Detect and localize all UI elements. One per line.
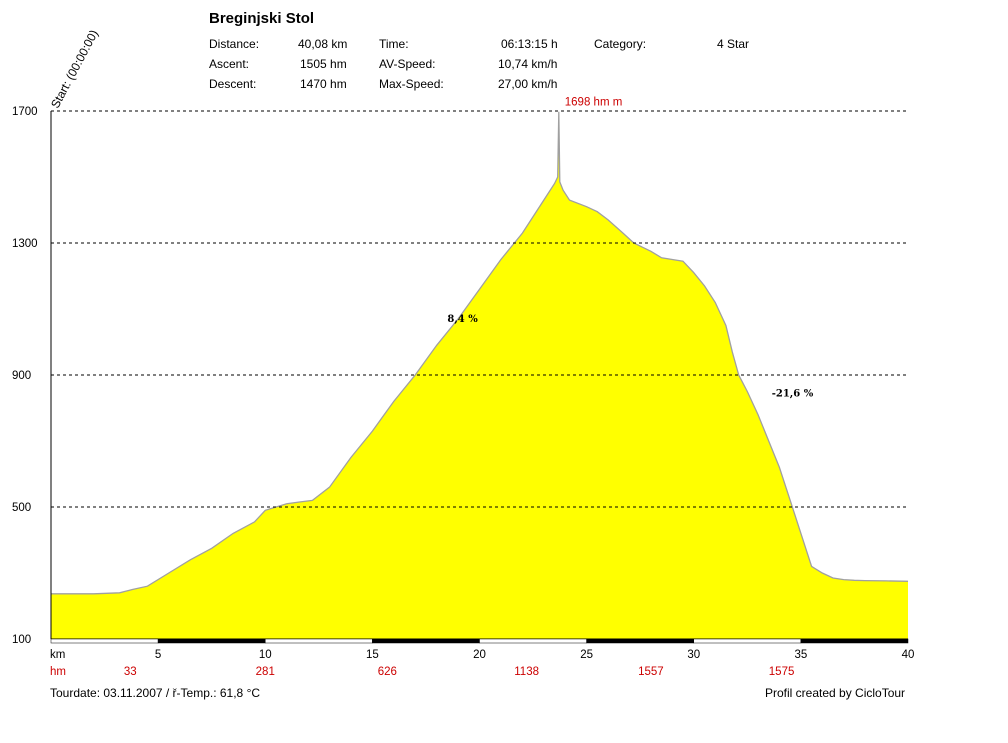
avg-speed-value: 10,74 km/h (498, 57, 558, 71)
waypoint-row-label: hm (50, 666, 66, 678)
elevation-line (51, 111, 909, 595)
tourdate-text: Tourdate: 03.11.2007 / ř-Temp.: 61,8 °C (50, 686, 261, 700)
time-label: Time: (379, 37, 409, 51)
waypoint-elevation: 1557 (638, 666, 664, 678)
descent-value: 1470 hm (300, 77, 347, 91)
x-tick-label: 30 (687, 649, 700, 661)
km-band-segment (372, 638, 480, 644)
km-band-segment (479, 638, 587, 644)
chart-title: Breginjski Stol (209, 10, 315, 27)
km-band-segment (800, 638, 909, 644)
max-speed-label: Max-Speed: (379, 77, 444, 91)
x-tick-label: 35 (794, 649, 807, 661)
km-band-segment (265, 638, 373, 644)
max-speed-value: 27,00 km/h (498, 77, 558, 91)
km-band-segment (586, 638, 694, 644)
waypoint-elevation: 1575 (769, 666, 795, 678)
x-tick-label: 10 (259, 649, 272, 661)
waypoint-elevation: 281 (256, 666, 275, 678)
y-tick-label: 500 (12, 502, 31, 514)
y-tick-label: 900 (12, 370, 31, 382)
credit-text: Profil created by CicloTour (765, 686, 906, 700)
x-tick-label: 40 (902, 649, 915, 661)
y-tick-label: 100 (12, 634, 31, 646)
km-band-segment (693, 638, 802, 644)
category-label: Category: (594, 37, 647, 51)
x-tick-label: 25 (580, 649, 593, 661)
distance-value: 40,08 km (298, 37, 348, 51)
avg-speed-label: AV-Speed: (379, 57, 436, 71)
descent-label: Descent: (209, 77, 257, 91)
km-band-segment (157, 638, 266, 644)
ascent-value: 1505 hm (300, 57, 347, 71)
time-value: 06:13:15 h (501, 37, 558, 51)
waypoint-elevation: 1138 (514, 666, 539, 678)
waypoint-elevation: 626 (378, 666, 397, 678)
km-band-segment (50, 638, 159, 644)
x-tick-label: 15 (366, 649, 379, 661)
x-tick-label: 20 (473, 649, 486, 661)
distance-label: Distance: (209, 37, 260, 51)
y-tick-label: 1700 (12, 106, 38, 118)
x-axis-label: km (50, 649, 65, 661)
x-tick-label: 5 (155, 649, 161, 661)
waypoint-elevation: 33 (124, 666, 137, 678)
category-value: 4 Star (717, 37, 750, 51)
grade-label-descent: -21,6 % (772, 388, 814, 399)
ascent-label: Ascent: (209, 57, 250, 71)
grade-label-ascent: 8,4 % (447, 314, 478, 325)
peak-label: 1698 hm m (565, 97, 623, 109)
y-tick-label: 1300 (12, 238, 38, 250)
